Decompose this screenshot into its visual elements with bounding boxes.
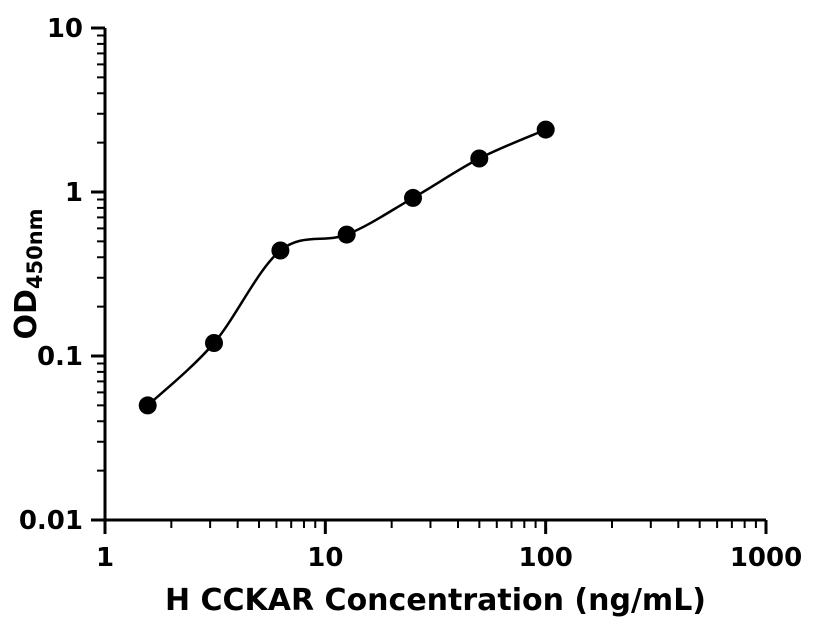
data-point (536, 120, 555, 139)
y-axis-title: OD450nm (9, 208, 47, 339)
y-tick-label: 0.01 (19, 506, 83, 536)
x-axis-title: H CCKAR Concentration (ng/mL) (165, 583, 706, 618)
data-point (205, 334, 223, 352)
y-tick-label: 0.1 (37, 342, 83, 372)
data-point (138, 396, 157, 415)
x-tick-label: 100 (519, 543, 573, 573)
tick-marks (91, 26, 768, 534)
x-tick-label: 1 (96, 543, 114, 573)
data-point (470, 149, 489, 168)
data-points (138, 120, 555, 415)
data-point (337, 225, 356, 244)
y-tick-label: 1 (65, 178, 83, 208)
x-tick-label: 10 (307, 543, 343, 573)
data-point (404, 188, 422, 207)
fit-curve (146, 128, 547, 407)
y-tick-label: 10 (47, 14, 83, 44)
axes (103, 28, 766, 522)
x-tick-label: 1000 (730, 543, 802, 573)
data-point (271, 241, 290, 260)
